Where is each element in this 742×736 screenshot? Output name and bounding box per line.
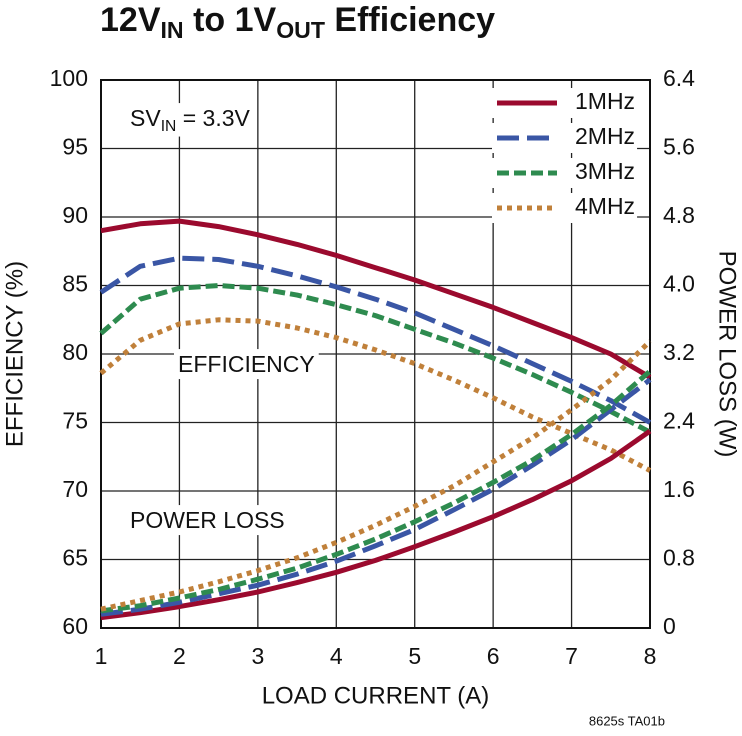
series-line <box>100 429 652 621</box>
text-part: Efficiency <box>325 1 495 39</box>
series-line <box>100 218 652 380</box>
y-tick-label: 90 <box>62 202 88 228</box>
subscript: OUT <box>276 17 325 43</box>
y-tick-label: 65 <box>62 545 88 571</box>
legend-label: 1MHz <box>575 88 635 114</box>
series-line <box>100 377 652 617</box>
y2-tick-label: 0 <box>663 613 676 639</box>
y2-tick-label: 2.4 <box>663 408 695 434</box>
y2-tick-label: 3.2 <box>663 339 695 365</box>
x-tick-label: 5 <box>408 643 421 669</box>
y2-axis-title: POWER LOSS (W) <box>714 251 741 458</box>
y-tick-label: 80 <box>62 339 88 365</box>
legend-label: 2MHz <box>575 123 635 149</box>
annotation: SVIN = 3.3V <box>130 105 250 134</box>
y2-tick-label: 1.6 <box>663 476 695 502</box>
x-tick-label: 6 <box>487 643 500 669</box>
text-part: = 3.3V <box>176 105 250 131</box>
series-line <box>100 339 652 612</box>
chart-title: 12VIN to 1VOUT Efficiency <box>100 1 495 43</box>
series-line <box>100 369 652 614</box>
x-axis-title: LOAD CURRENT (A) <box>262 682 490 709</box>
x-tick-label: 2 <box>173 643 186 669</box>
y-tick-label: 75 <box>62 408 88 434</box>
y2-tick-label: 6.4 <box>663 65 695 91</box>
y-axis-title: EFFICIENCY (%) <box>1 261 28 447</box>
legend-background <box>492 193 638 223</box>
plot-frame <box>100 79 651 629</box>
x-tick-label: 8 <box>644 643 657 669</box>
subscript: IN <box>161 118 177 135</box>
legend-label: 3MHz <box>575 158 635 184</box>
y2-tick-label: 4.0 <box>663 271 695 297</box>
y-tick-label: 70 <box>62 476 88 502</box>
y-tick-label: 60 <box>62 613 88 639</box>
y2-tick-label: 0.8 <box>663 545 695 571</box>
text-part: POWER LOSS <box>130 507 285 533</box>
x-tick-label: 1 <box>95 643 108 669</box>
subscript: IN <box>161 17 184 43</box>
y-tick-label: 100 <box>50 65 88 91</box>
x-tick-label: 7 <box>565 643 578 669</box>
annotation-background <box>126 103 255 137</box>
annotation-background <box>126 505 289 536</box>
series-line <box>99 255 652 425</box>
x-tick-label: 4 <box>330 643 343 669</box>
annotation: POWER LOSS <box>130 507 285 533</box>
text-part: to 1V <box>184 1 277 39</box>
annotation-background <box>174 349 319 380</box>
text-part: EFFICIENCY <box>178 351 315 377</box>
series-line <box>99 283 652 435</box>
text-part: 12V <box>100 1 161 39</box>
x-tick-label: 3 <box>251 643 264 669</box>
y-tick-label: 85 <box>62 271 88 297</box>
y2-tick-label: 5.6 <box>663 134 695 160</box>
text-part: SV <box>130 105 161 131</box>
footnote: 8625s TA01b <box>589 713 665 728</box>
series-line <box>99 317 652 473</box>
y2-tick-label: 4.8 <box>663 202 695 228</box>
y-tick-label: 95 <box>62 134 88 160</box>
legend-label: 4MHz <box>575 193 635 219</box>
annotation: EFFICIENCY <box>178 351 315 377</box>
